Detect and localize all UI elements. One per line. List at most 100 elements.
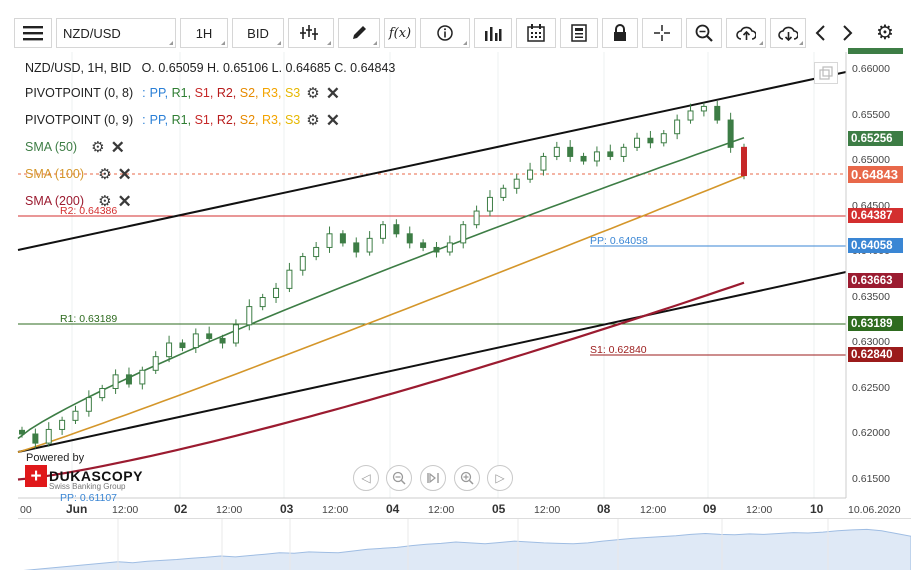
- pp-price-box: 0.64058: [848, 238, 903, 253]
- candle-body: [553, 146, 560, 157]
- pivot-2-remove[interactable]: ✕: [326, 112, 340, 129]
- time-tick: 00: [20, 504, 32, 516]
- symbol-field[interactable]: NZD/USD: [56, 18, 176, 48]
- ohlc-legend: NZD/USD, 1H, BID O. 0.65059 H. 0.65106 L…: [25, 59, 395, 77]
- time-tick: 12:00: [112, 504, 139, 516]
- navigator-strip[interactable]: [18, 518, 912, 570]
- pivot-1-sep: :: [142, 86, 146, 100]
- candle-body: [741, 146, 747, 177]
- candle-body: [580, 155, 587, 162]
- day-tick: 09: [703, 502, 717, 516]
- pivot-2-settings[interactable]: ⚙: [306, 113, 319, 128]
- time-tick: 10.06.2020: [848, 504, 901, 516]
- close-icon: ✕: [110, 137, 125, 157]
- pivot-level-7: S3: [284, 113, 301, 127]
- sma200-settings[interactable]: ⚙: [98, 194, 111, 209]
- candle-body: [45, 428, 52, 444]
- r2-price-box: 0.64387: [848, 208, 903, 223]
- candle-body: [634, 137, 641, 148]
- chart-type-button[interactable]: [288, 18, 334, 48]
- candlesticks: [19, 100, 747, 449]
- download-button[interactable]: [770, 18, 806, 48]
- chevron-right-icon: [843, 25, 853, 41]
- dukascopy-name: DUKASCOPY: [49, 468, 143, 484]
- chevron-left-icon: [815, 25, 825, 41]
- timeframe-label: 1H: [195, 25, 213, 41]
- candle-body: [286, 269, 293, 289]
- chart-grid: [71, 52, 815, 498]
- candle-body: [393, 224, 400, 235]
- price-chart[interactable]: [0, 0, 917, 518]
- price-tick: 0.61500: [852, 472, 890, 485]
- settings-button[interactable]: ⚙: [868, 18, 902, 48]
- s1-price-box: 0.62840: [848, 347, 903, 362]
- menu-button[interactable]: [14, 18, 52, 48]
- upper-trend-line: [17, 71, 847, 251]
- expand-button[interactable]: [814, 62, 838, 84]
- indicators-button[interactable]: [474, 18, 512, 48]
- sma50-settings[interactable]: ⚙: [91, 140, 104, 155]
- lower-trend-line: [17, 271, 847, 453]
- pencil-icon: [353, 26, 366, 39]
- candle-body: [714, 105, 721, 121]
- candle-body: [273, 287, 280, 298]
- candle-body: [433, 246, 440, 253]
- pivot-2-levels: PP, R1, S1, R2, S2, R3, S3: [150, 113, 301, 127]
- news-button[interactable]: [560, 18, 598, 48]
- candle-body: [420, 242, 427, 248]
- pivot-level-6: R3,: [262, 113, 285, 127]
- pivot-level-4: R2,: [216, 86, 240, 100]
- reset-view-button[interactable]: [420, 465, 446, 491]
- gear-icon: ⚙: [876, 22, 894, 44]
- news-icon: [571, 24, 587, 42]
- lock-button[interactable]: [602, 18, 638, 48]
- sma200-legend: SMA (200) ⚙ ✕: [25, 192, 132, 210]
- time-tick: 12:00: [534, 504, 561, 516]
- day-tick: 08: [597, 502, 611, 516]
- candle-body: [192, 333, 199, 349]
- sma100-remove[interactable]: ✕: [118, 166, 132, 183]
- sma50-remove[interactable]: ✕: [111, 139, 125, 156]
- bar-chart-icon: [485, 27, 502, 41]
- s1-level-label: S1: 0.62840: [590, 344, 647, 356]
- sma100-settings[interactable]: ⚙: [98, 167, 111, 182]
- download-icon: [778, 26, 798, 41]
- candle-body: [339, 233, 346, 244]
- candle-body: [152, 356, 159, 371]
- scroll-back-button[interactable]: [806, 18, 834, 48]
- sma200-line: [17, 281, 745, 481]
- timeframe-select[interactable]: 1H: [180, 18, 228, 48]
- sma50-label: SMA (50): [25, 140, 78, 154]
- price-tick: 0.63000: [852, 336, 890, 348]
- swiss-cross-icon: +: [25, 465, 47, 487]
- moving-averages: [17, 136, 745, 481]
- candle-body: [674, 119, 681, 135]
- draw-button[interactable]: [338, 18, 380, 48]
- upload-button[interactable]: [726, 18, 766, 48]
- calendar-button[interactable]: [516, 18, 556, 48]
- candle-body: [206, 333, 213, 339]
- scroll-forward-button[interactable]: [834, 18, 862, 48]
- zoom-in-button[interactable]: [454, 465, 480, 491]
- lock-icon: [614, 24, 626, 41]
- pivot-level-7: S3: [284, 86, 301, 100]
- scroll-right-button[interactable]: ▷: [487, 465, 513, 491]
- candle-body: [567, 146, 574, 157]
- navigator-chart[interactable]: [18, 519, 912, 570]
- function-button[interactable]: f(x): [384, 18, 416, 48]
- pivot-level-1: PP,: [149, 113, 172, 127]
- price-type-select[interactable]: BID: [232, 18, 284, 48]
- top-price-box: [848, 48, 903, 54]
- candle-body: [473, 210, 480, 226]
- zoom-button[interactable]: [686, 18, 722, 48]
- candle-body: [59, 419, 66, 430]
- pivot-1-settings[interactable]: ⚙: [306, 86, 319, 101]
- info-button[interactable]: [420, 18, 470, 48]
- candle-body: [259, 297, 266, 308]
- scroll-left-button[interactable]: ◁: [353, 465, 379, 491]
- dukascopy-subtitle: Swiss Banking Group: [49, 482, 126, 491]
- sma200-remove[interactable]: ✕: [118, 193, 132, 210]
- crosshair-button[interactable]: [642, 18, 682, 48]
- zoom-out-button[interactable]: [386, 465, 412, 491]
- pivot-1-remove[interactable]: ✕: [326, 85, 340, 102]
